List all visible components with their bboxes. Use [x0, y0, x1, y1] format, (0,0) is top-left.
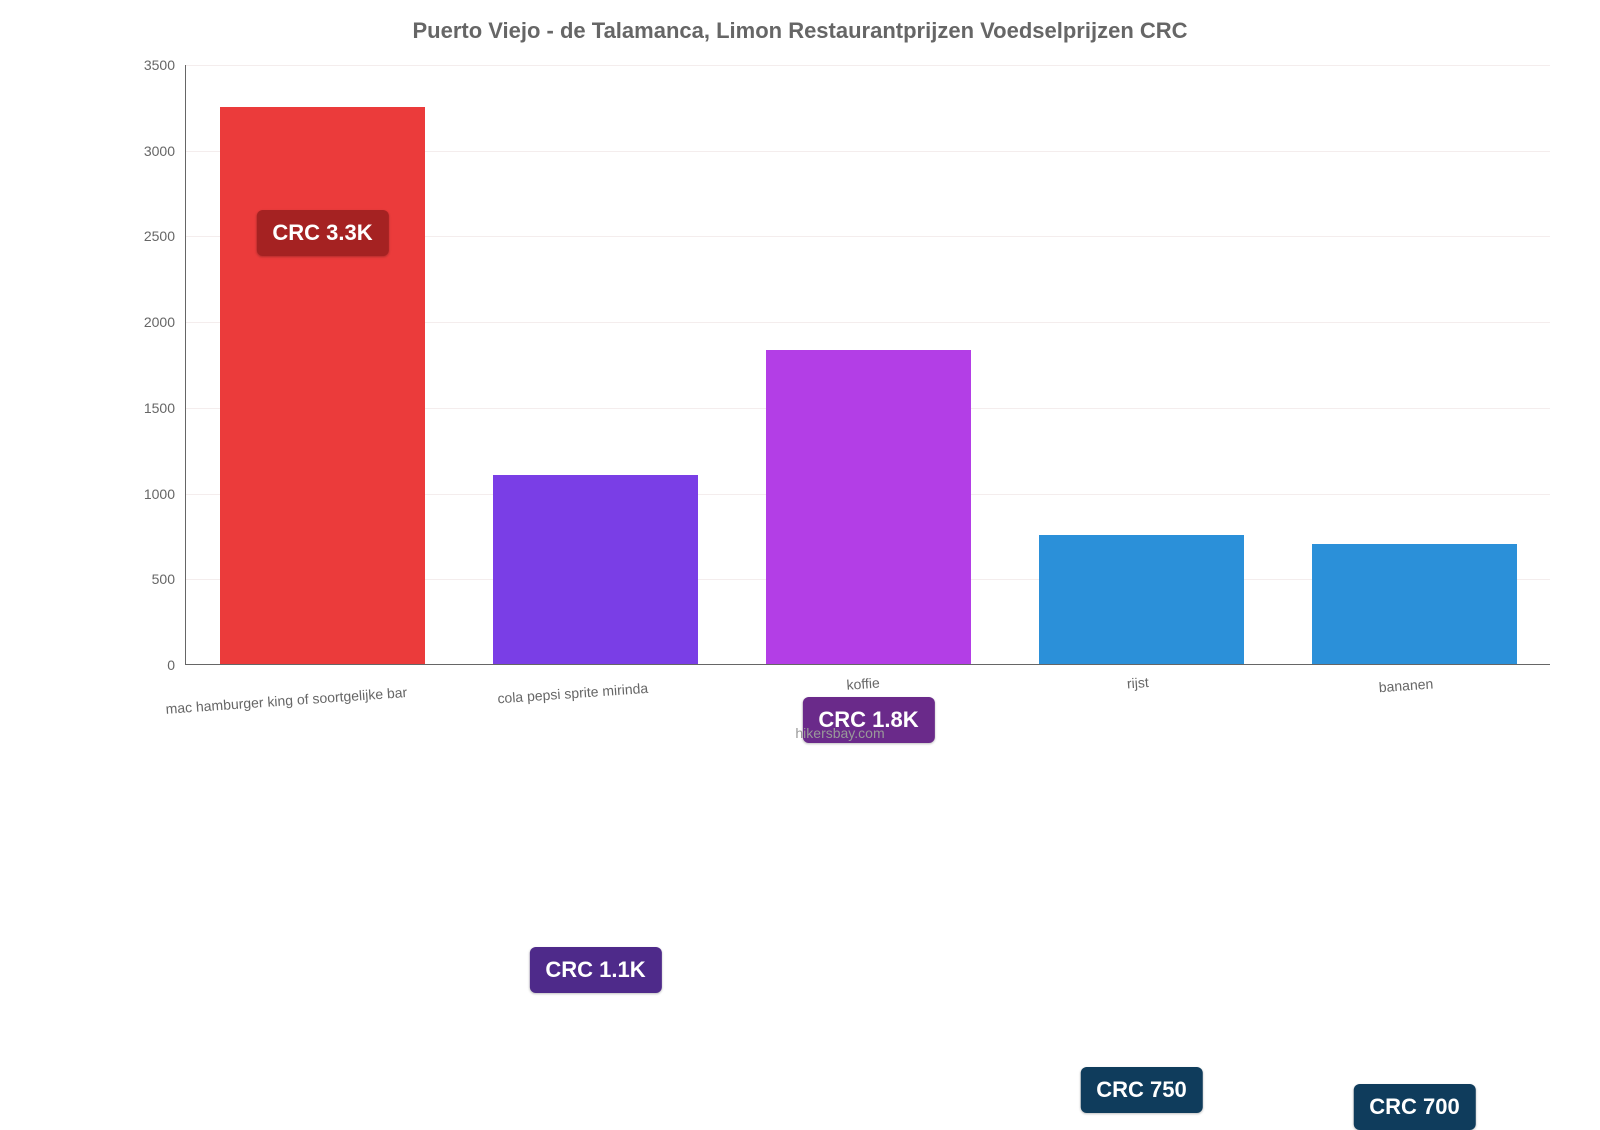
chart-area: CRC 3.3KCRC 1.1KCRC 1.8KCRC 750CRC 700 0… — [130, 65, 1550, 705]
x-tick-label: cola pepsi sprite mirinda — [496, 680, 648, 706]
bar: CRC 1.8K — [766, 350, 971, 664]
x-tick-label: bananen — [1378, 675, 1433, 695]
bar: CRC 750 — [1039, 535, 1244, 664]
gridline — [186, 65, 1550, 66]
y-tick-label: 2500 — [115, 228, 175, 244]
bar: CRC 1.1K — [493, 475, 698, 664]
x-tick-label: mac hamburger king of soortgelijke bar — [165, 684, 408, 717]
chart-title: Puerto Viejo - de Talamanca, Limon Resta… — [0, 0, 1600, 44]
bar-value-label: CRC 700 — [1353, 1084, 1475, 1130]
x-tick-label: rijst — [1126, 674, 1149, 691]
plot-region: CRC 3.3K CRC 1.1K CRC 1.8K CRC 750 CRC 700 — [185, 65, 1550, 665]
y-tick-label: 1500 — [115, 400, 175, 416]
bar-value-label: CRC 750 — [1080, 1067, 1202, 1113]
y-tick-label: 1000 — [115, 486, 175, 502]
bar-value-label: CRC 1.1K — [529, 947, 661, 993]
y-tick-label: 3000 — [115, 143, 175, 159]
attribution-text: hikersbay.com — [795, 725, 884, 741]
y-tick-label: 3500 — [115, 57, 175, 73]
y-tick-label: 500 — [115, 571, 175, 587]
bar-value-label: CRC 3.3K — [256, 210, 388, 256]
y-tick-label: 2000 — [115, 314, 175, 330]
bar: CRC 700 — [1312, 544, 1517, 664]
x-tick-label: koffie — [845, 675, 879, 693]
y-tick-label: 0 — [115, 657, 175, 673]
bar: CRC 3.3K — [220, 107, 425, 664]
